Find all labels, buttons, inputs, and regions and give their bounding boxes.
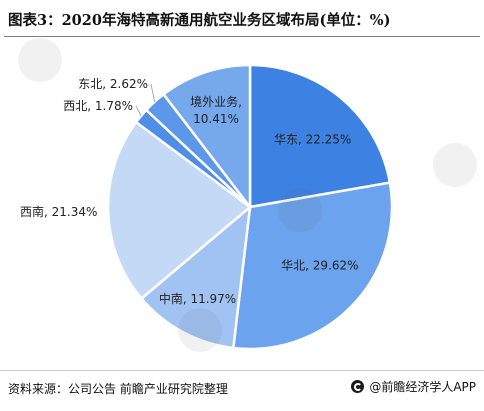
pie-slice-3 <box>106 120 253 301</box>
leader-line-4 <box>135 105 142 117</box>
leader-line-5 <box>150 83 156 102</box>
slice-label-1: 华北, 29.62% <box>281 259 358 273</box>
pie-slice-0 <box>248 63 392 209</box>
slice-label-2: 中南, 11.97% <box>159 291 236 306</box>
title-divider <box>4 36 480 37</box>
pie-slice-2 <box>139 204 252 350</box>
brand-logo-icon <box>351 380 365 393</box>
slice-label-6: 境外业务, 10.41% <box>190 94 242 126</box>
pie-slice-1 <box>231 181 394 351</box>
slice-label-5: 东北, 2.62% <box>78 77 148 91</box>
slice-label-3: 西南, 21.34% <box>20 204 97 219</box>
brand-text: @前瞻经济学人APP <box>369 380 476 394</box>
chart-title: 图表3：2020年海特高新通用航空业务区域布局(单位：%) <box>8 12 391 29</box>
pie-slice-6 <box>161 63 252 211</box>
slice-label-4: 西北, 1.78% <box>63 99 133 113</box>
slice-label-0: 华东, 22.25% <box>274 133 351 147</box>
source-text: 资料来源：公司公告 前瞻产业研究院整理 <box>8 382 228 396</box>
brand: @前瞻经济学人APP <box>351 378 476 395</box>
footer: 资料来源：公司公告 前瞻产业研究院整理 @前瞻经济学人APP <box>0 370 484 407</box>
